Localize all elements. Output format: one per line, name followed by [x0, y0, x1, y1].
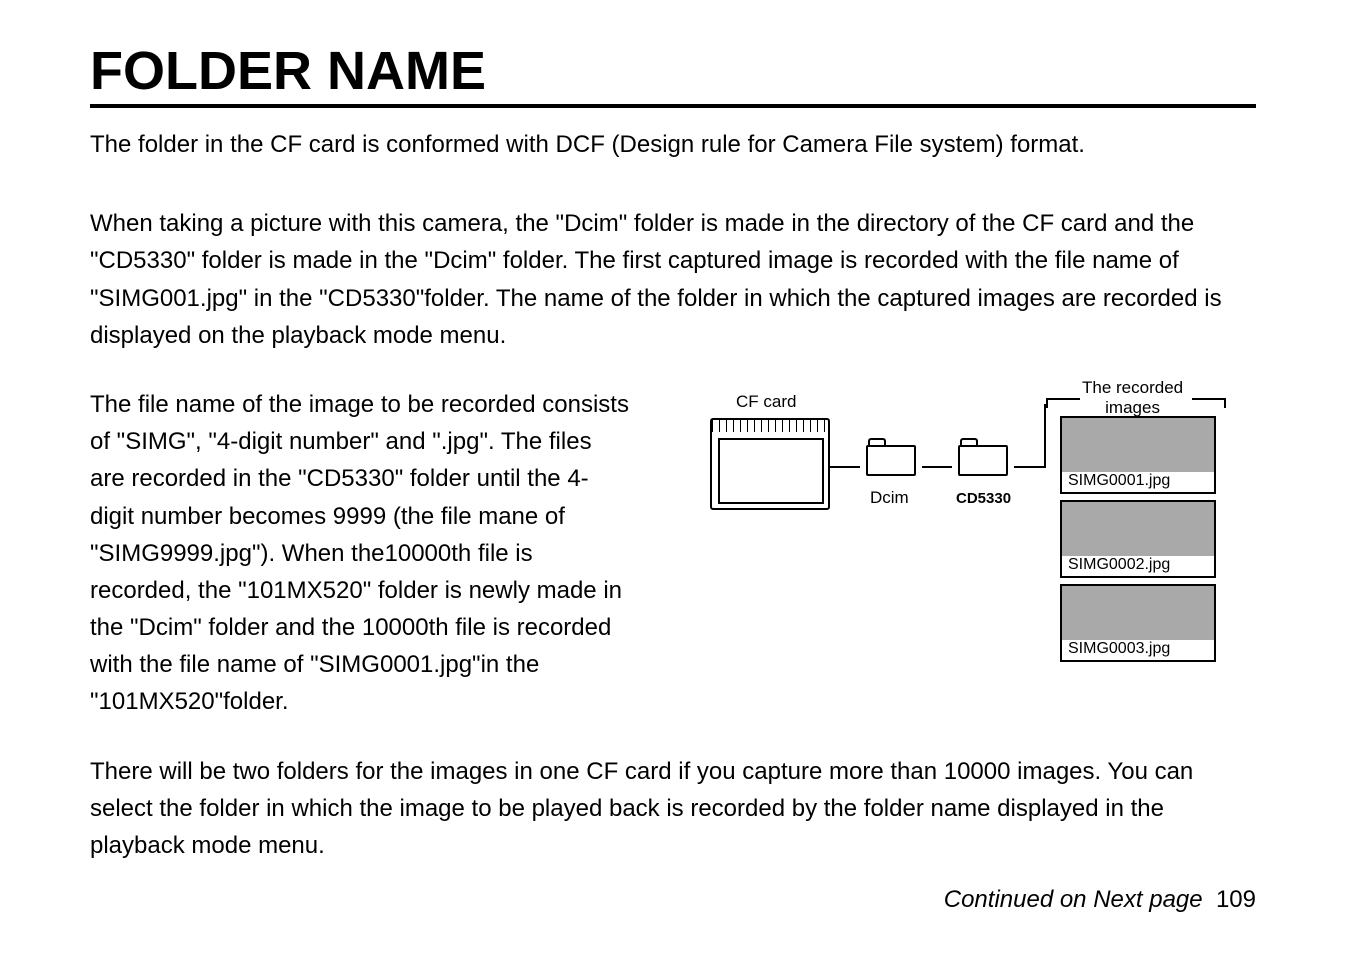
image-file-box: SIMG0003.jpg: [1060, 584, 1216, 662]
image-file-name: SIMG0002.jpg: [1064, 556, 1212, 574]
paragraph-2: When taking a picture with this camera, …: [90, 205, 1256, 354]
folder-diagram: CF card Dcim CD5330 The recorded images …: [670, 386, 1256, 686]
image-file-name: SIMG0003.jpg: [1064, 640, 1212, 658]
recorded-images-column: SIMG0001.jpg SIMG0002.jpg SIMG0003.jpg: [1060, 416, 1216, 668]
page-number: 109: [1216, 886, 1256, 913]
recorded-images-label: The recorded images: [1082, 378, 1183, 419]
image-file-box: SIMG0001.jpg: [1060, 416, 1216, 494]
connector-line: [830, 466, 860, 468]
bracket-line: [1192, 398, 1226, 400]
cf-card-label: CF card: [736, 392, 796, 412]
continued-text: Continued on Next page: [944, 886, 1203, 913]
paragraph-3: The file name of the image to be recorde…: [90, 386, 630, 721]
dcim-folder-icon: [866, 438, 916, 476]
intro-paragraph: The folder in the CF card is conformed w…: [90, 126, 1256, 163]
bracket-line: [1224, 398, 1226, 408]
paragraph-4: There will be two folders for the images…: [90, 753, 1256, 865]
recorded-label-line1: The recorded: [1082, 378, 1183, 397]
cf-card-icon: [710, 418, 830, 510]
cd5330-label: CD5330: [956, 490, 1011, 507]
page-footer: Continued on Next page 109: [944, 886, 1256, 914]
connector-line: [922, 466, 952, 468]
image-file-name: SIMG0001.jpg: [1064, 472, 1212, 490]
mid-row: The file name of the image to be recorde…: [90, 386, 1256, 721]
page-title: FOLDER NAME: [90, 40, 1256, 108]
connector-line: [1014, 466, 1044, 468]
recorded-label-line2: images: [1105, 398, 1160, 417]
cd5330-folder-icon: [958, 438, 1008, 476]
bracket-line: [1046, 398, 1080, 400]
dcim-label: Dcim: [870, 488, 909, 508]
connector-line: [1044, 404, 1046, 468]
bracket-line: [1046, 398, 1048, 408]
image-file-box: SIMG0002.jpg: [1060, 500, 1216, 578]
